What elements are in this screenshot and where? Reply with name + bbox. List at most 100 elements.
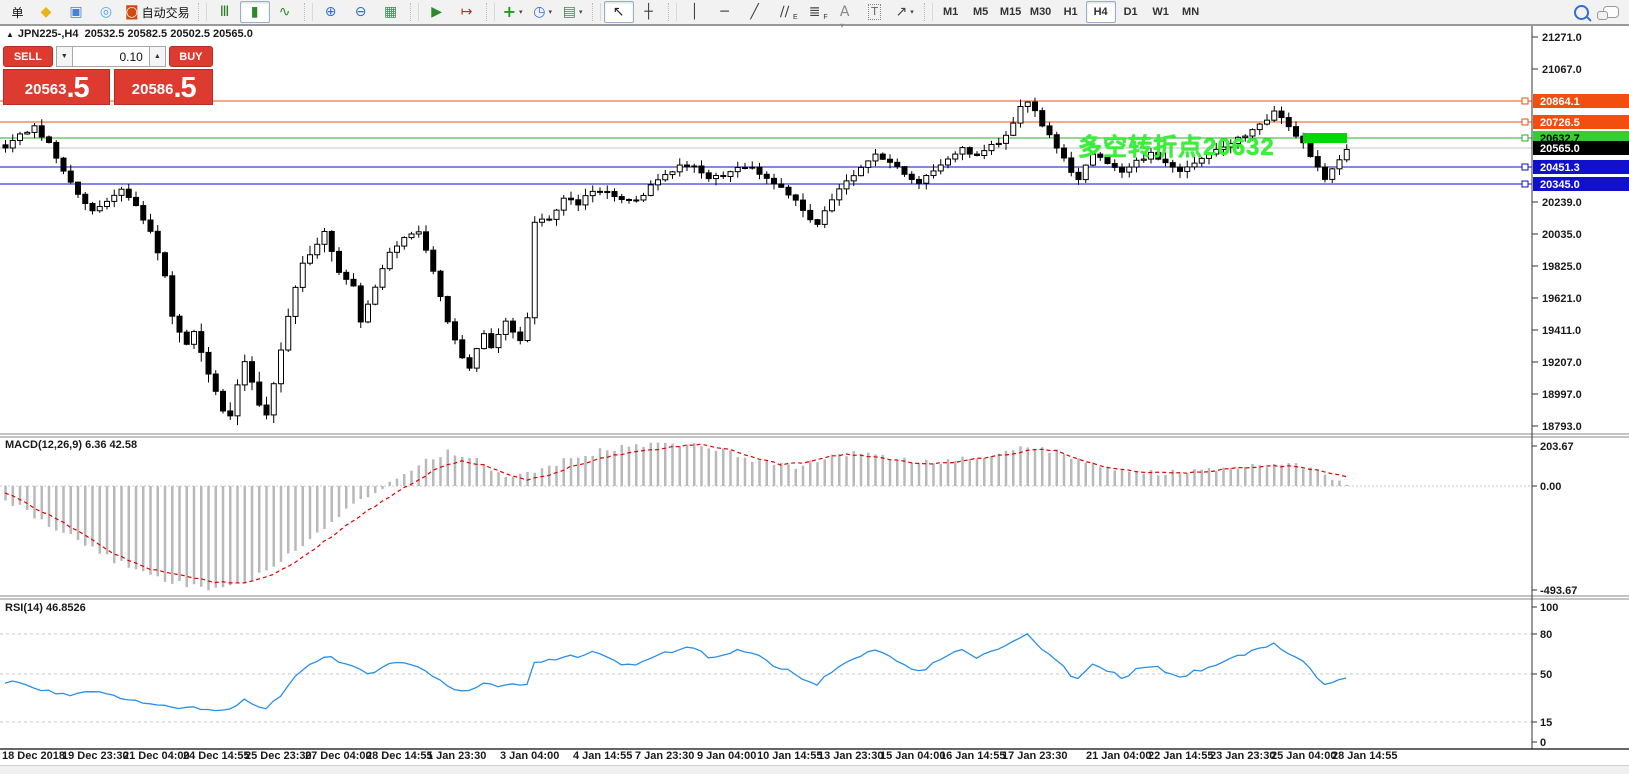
vertical-line-button[interactable]: │ (680, 1, 710, 23)
zoom-in-icon[interactable]: ⊕ (316, 1, 346, 23)
candlestick-icon[interactable]: ▮ (239, 1, 270, 23)
price-badge-20565.0: 20565.0 (1533, 141, 1629, 155)
signals-icon-glyph: ◎ (99, 4, 113, 20)
crosshair-button[interactable]: ┼ (634, 1, 664, 23)
svg-text:50: 50 (1540, 669, 1552, 681)
svg-text:21 Jan 04:00: 21 Jan 04:00 (1086, 750, 1151, 762)
buy-price-int: 20586 (131, 81, 174, 98)
metaeditor-icon-glyph: ◆ (40, 4, 52, 20)
volume-input[interactable]: 0.10 (72, 46, 149, 67)
buy-button[interactable]: BUY (168, 46, 213, 67)
ohlc-values: 20532.5 20582.5 20502.5 20565.0 (84, 28, 253, 40)
arrows-button[interactable]: ↗ ▾ (890, 1, 920, 23)
tile-windows-icon[interactable]: ▦ (376, 1, 406, 23)
periods-button-glyph: ◷ (533, 4, 546, 20)
fibonacci-button-glyph: ≣ (808, 4, 821, 20)
horizontal-line-button[interactable]: ─ (710, 1, 740, 23)
splitter-handle-icon[interactable]: ▾ (840, 21, 845, 30)
price-badge-20345.0: 20345.0 (1533, 177, 1629, 191)
svg-text:20239.0: 20239.0 (1542, 197, 1582, 209)
timeframe-m15-label: M15 (999, 6, 1022, 18)
cursor-button-glyph: ↖ (612, 4, 625, 20)
timeframe-h1[interactable]: H1 (1056, 1, 1086, 23)
timeframe-m30-label: M30 (1029, 6, 1052, 18)
timeframe-d1[interactable]: D1 (1116, 1, 1146, 23)
svg-text:7 Jan 23:30: 7 Jan 23:30 (635, 750, 694, 762)
bar-chart-icon-glyph: Ⅲ (219, 4, 230, 20)
cursor-button[interactable]: ↖ (603, 1, 634, 23)
label-button[interactable]: T (860, 1, 890, 23)
channel-button[interactable]: ∕∕ E (770, 1, 800, 23)
zoom-out-icon[interactable]: ⊖ (346, 1, 376, 23)
line-chart-icon[interactable]: ∿ (270, 1, 300, 23)
periods-button-caret: ▾ (548, 9, 552, 16)
timeframe-m5[interactable]: M5 (966, 1, 996, 23)
autotrading-button[interactable]: ◙ 自动交易 (121, 1, 194, 23)
svg-text:21 Dec 04:00: 21 Dec 04:00 (123, 750, 190, 762)
svg-text:-493.67: -493.67 (1540, 585, 1577, 597)
auto-scroll-icon[interactable]: ▶ (422, 1, 452, 23)
svg-text:20035.0: 20035.0 (1542, 229, 1582, 241)
candlestick-icon-glyph: ▮ (250, 4, 259, 20)
annotation-highlight-box (1303, 133, 1347, 143)
svg-text:24 Dec 14:55: 24 Dec 14:55 (183, 750, 250, 762)
bar-chart-icon[interactable]: Ⅲ (210, 1, 240, 23)
timeframe-m15[interactable]: M15 (996, 1, 1026, 23)
sell-price-display[interactable]: 20563.5 (3, 69, 111, 105)
chart-shift-icon[interactable]: ↦ (452, 1, 482, 23)
collapse-panel-icon[interactable]: ▲ (6, 30, 14, 39)
svg-text:25 Jan 04:00: 25 Jan 04:00 (1271, 750, 1336, 762)
svg-text:0: 0 (1540, 737, 1546, 749)
text-button[interactable]: A (830, 1, 860, 23)
svg-text:23 Jan 23:30: 23 Jan 23:30 (1210, 750, 1275, 762)
toolbar-separator (303, 3, 313, 21)
buy-price-display[interactable]: 20586.5 (114, 69, 213, 105)
templates-button[interactable]: ▤ ▾ (558, 1, 588, 23)
tile-windows-icon-glyph: ▦ (383, 4, 398, 20)
trendline-button[interactable]: ╱ (740, 1, 770, 23)
timeframe-w1-label: W1 (1152, 6, 1169, 18)
timeframe-h4[interactable]: H4 (1085, 1, 1116, 23)
timeframe-h1-label: H1 (1063, 6, 1078, 18)
search-icon[interactable] (1574, 4, 1589, 20)
price-badge-20864.1: 20864.1 (1533, 94, 1629, 108)
price-badge-20451.3: 20451.3 (1533, 160, 1629, 174)
svg-text:10 Jan 14:55: 10 Jan 14:55 (757, 750, 822, 762)
svg-text:4 Jan 14:55: 4 Jan 14:55 (573, 750, 632, 762)
timeframe-w1[interactable]: W1 (1146, 1, 1176, 23)
price-badge-20726.5: 20726.5 (1533, 115, 1629, 129)
volume-decrease-button[interactable]: ▼ (55, 46, 73, 67)
sell-button[interactable]: SELL (3, 46, 53, 67)
timeframe-d1-label: D1 (1123, 6, 1138, 18)
svg-text:18 Dec 2018: 18 Dec 2018 (2, 750, 65, 762)
timeframe-m30[interactable]: M30 (1026, 1, 1056, 23)
signals-icon[interactable]: ◎ (91, 1, 121, 23)
svg-text:1 Jan 23:30: 1 Jan 23:30 (427, 750, 486, 762)
svg-text:0.00: 0.00 (1540, 481, 1561, 493)
chat-icon[interactable] (1597, 6, 1619, 20)
candlestick-series (2, 97, 1350, 426)
periods-button[interactable]: ◷ ▾ (528, 1, 558, 23)
market-watch-icon[interactable]: ▣ (61, 1, 91, 23)
rsi-pane (0, 632, 1532, 723)
zoom-out-icon-glyph: ⊖ (354, 4, 367, 20)
price-axis: 21271.0 21067.0 20239.0 20035.0 19825.0 19621… (1532, 32, 1629, 749)
svg-text:28 Jan 14:55: 28 Jan 14:55 (1332, 750, 1397, 762)
price-level-lines (0, 97, 1532, 188)
timeframe-mn-label: MN (1182, 6, 1200, 18)
timeframe-m1[interactable]: M1 (936, 1, 966, 23)
autotrading-button-label: 自动交易 (141, 5, 190, 20)
vertical-line-button-glyph: │ (690, 4, 699, 20)
toolbar-separator (197, 3, 207, 21)
indicators-button[interactable]: + ▾ (498, 1, 528, 23)
new-order-button[interactable]: 单 (1, 1, 31, 23)
arrows-button-caret: ▾ (910, 9, 914, 16)
volume-increase-button[interactable]: ▲ (148, 46, 166, 67)
fibonacci-button[interactable]: ≣ F (800, 1, 830, 23)
metaeditor-icon[interactable]: ◆ (31, 1, 61, 23)
crosshair-button-glyph: ┼ (644, 4, 653, 20)
timeframe-mn[interactable]: MN (1176, 1, 1206, 23)
toolbar-separator (485, 3, 495, 21)
text-button-glyph: A (839, 4, 850, 20)
